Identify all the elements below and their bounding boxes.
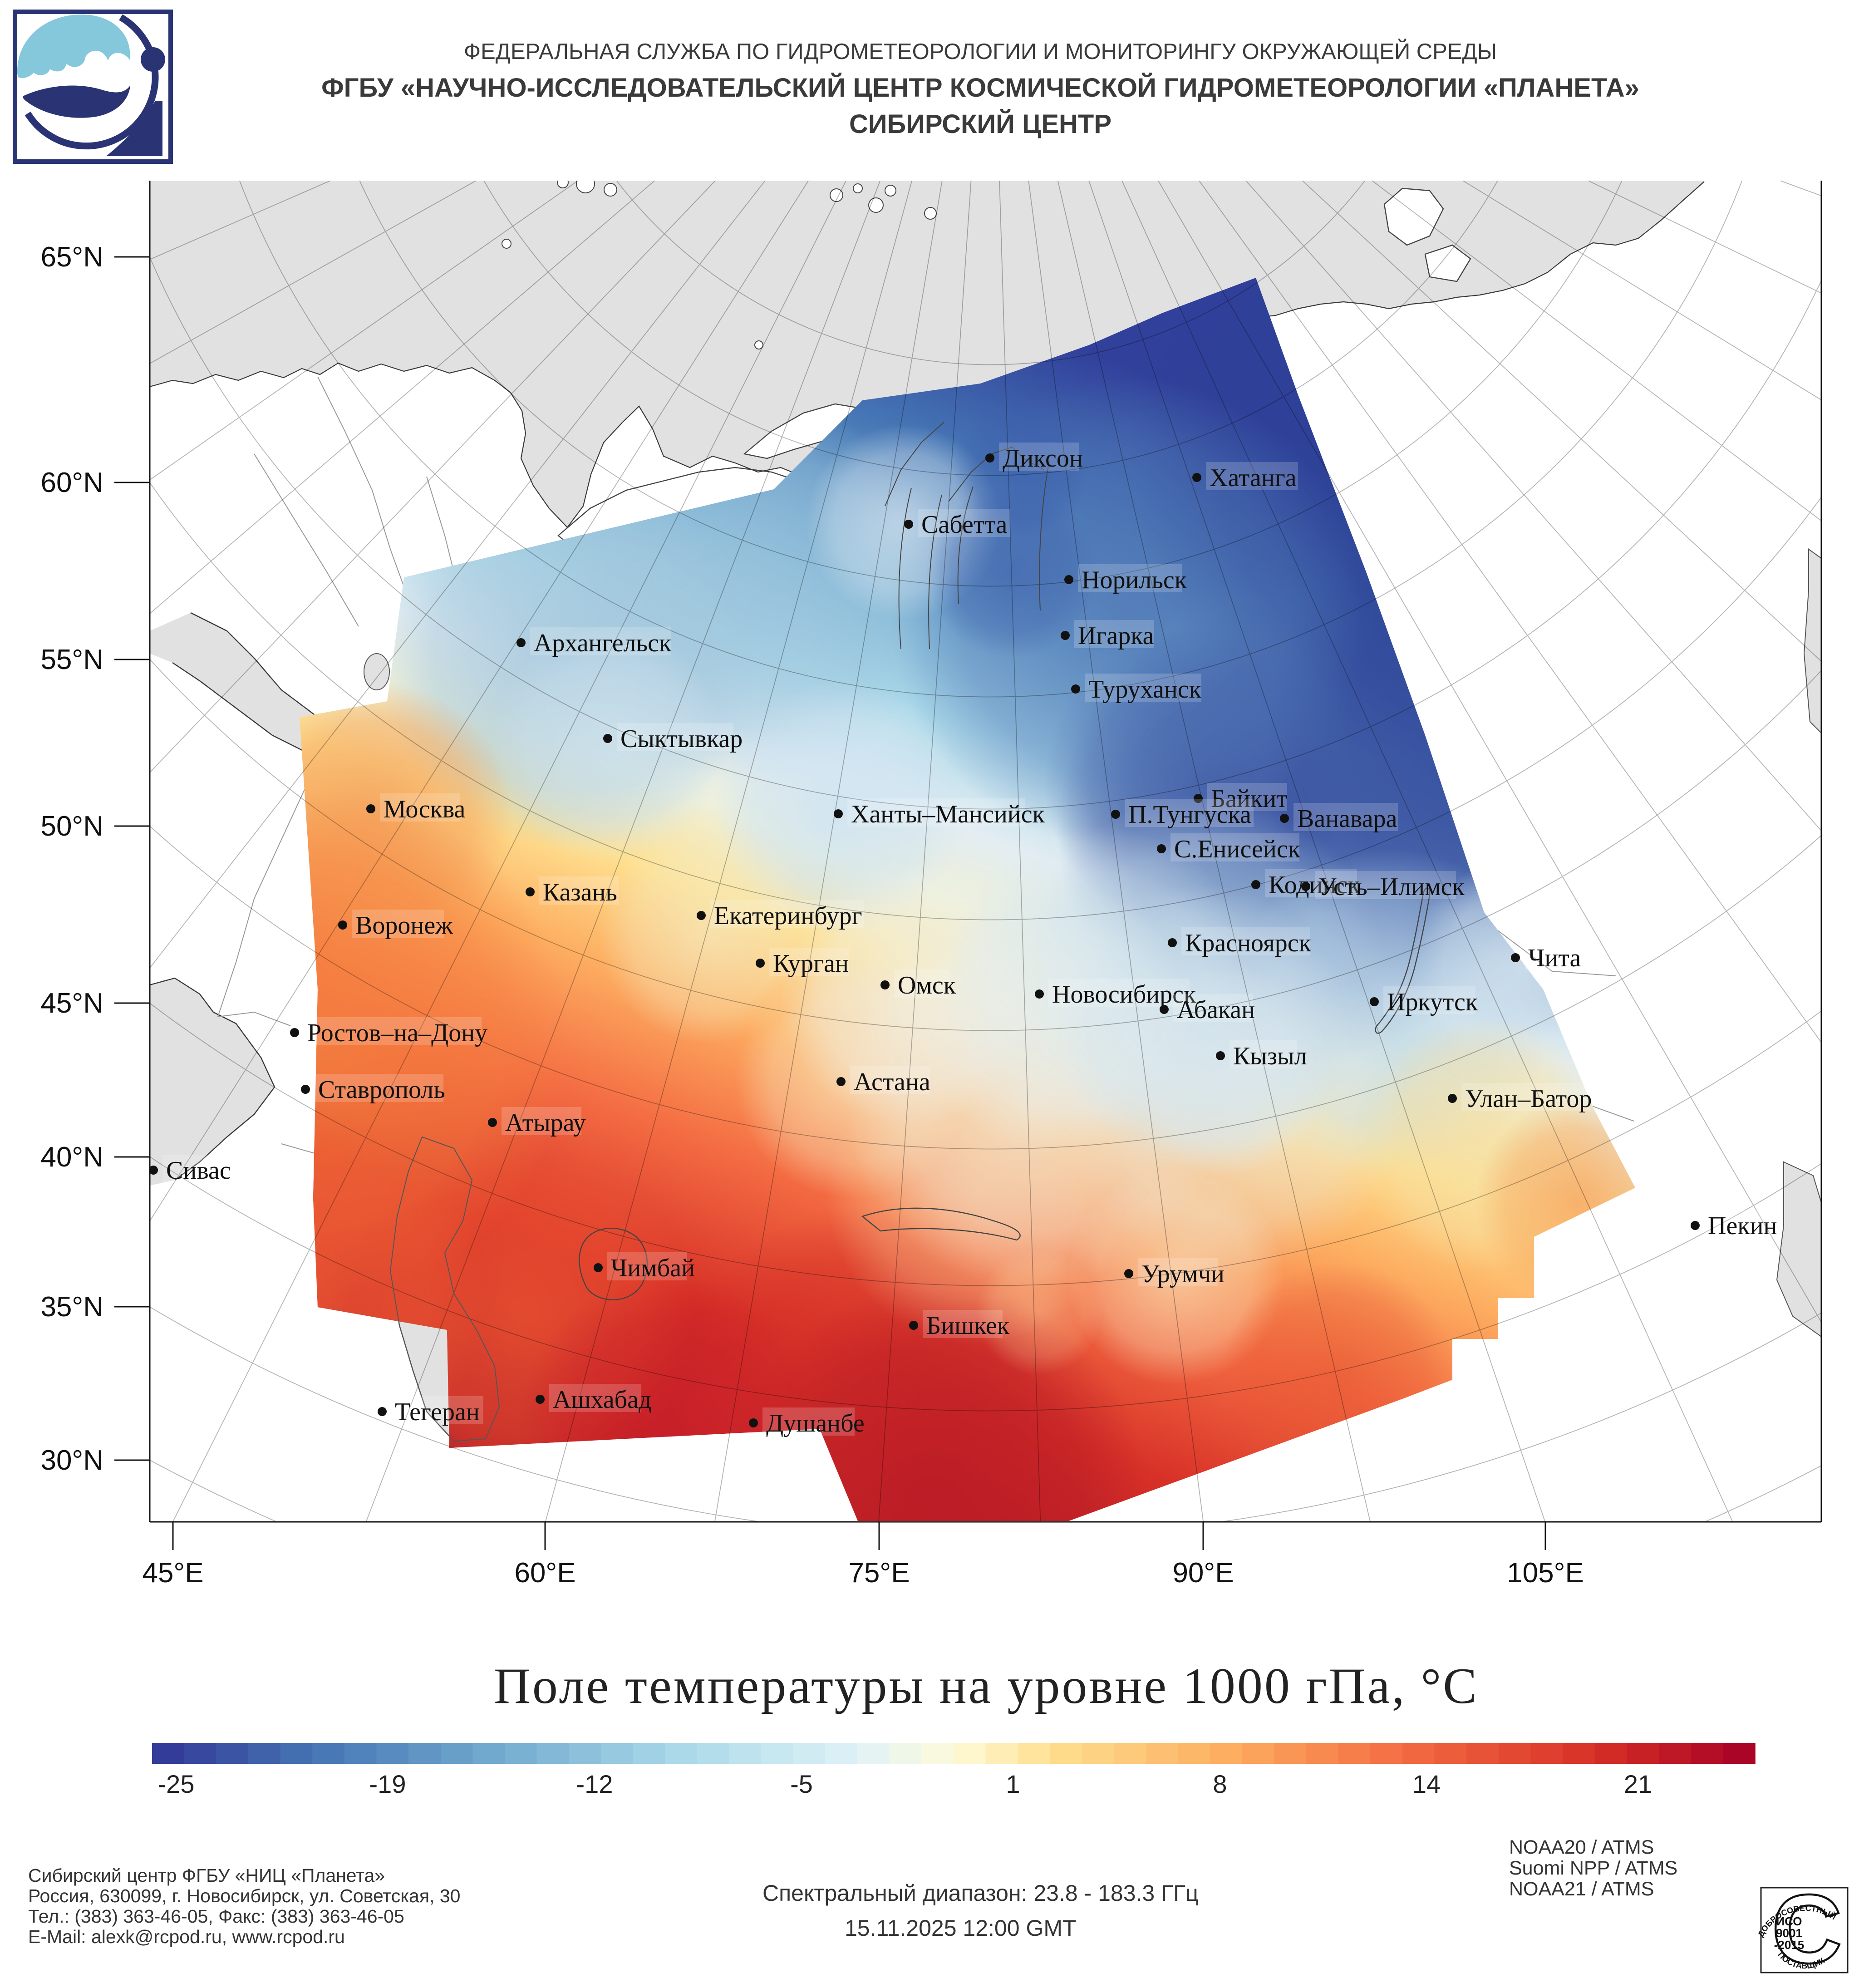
svg-text:50°N: 50°N <box>40 811 103 842</box>
svg-text:Бишкек: Бишкек <box>926 1312 1010 1340</box>
svg-text:Казань: Казань <box>543 878 617 906</box>
svg-text:65°N: 65°N <box>40 241 103 273</box>
svg-text:Душанбе: Душанбе <box>766 1409 865 1437</box>
svg-text:Туруханск: Туруханск <box>1088 675 1202 704</box>
svg-text:Ростов–на–Дону: Ростов–на–Дону <box>307 1019 487 1047</box>
svg-text:1: 1 <box>1006 1770 1020 1798</box>
svg-text:Курган: Курган <box>773 950 849 978</box>
svg-text:45°N: 45°N <box>40 988 103 1019</box>
svg-text:Хатанга: Хатанга <box>1210 464 1297 492</box>
svg-text:Атырау: Атырау <box>505 1109 586 1137</box>
svg-text:Астана: Астана <box>854 1068 930 1096</box>
svg-text:-12: -12 <box>576 1770 613 1798</box>
svg-text:60°E: 60°E <box>514 1557 575 1589</box>
svg-text:С.Енисейск: С.Енисейск <box>1174 835 1301 863</box>
svg-text:Омск: Омск <box>898 971 956 999</box>
svg-text:45°E: 45°E <box>142 1557 203 1589</box>
svg-text:Абакан: Абакан <box>1177 996 1255 1024</box>
svg-text:-5: -5 <box>790 1770 813 1798</box>
svg-text:Ашхабад: Ашхабад <box>553 1386 652 1414</box>
svg-text:Кызыл: Кызыл <box>1233 1042 1307 1070</box>
svg-text:21: 21 <box>1624 1770 1652 1798</box>
svg-text:Иркутск: Иркутск <box>1387 988 1478 1016</box>
svg-text:-19: -19 <box>369 1770 406 1798</box>
svg-text:Чимбай: Чимбай <box>611 1254 695 1282</box>
svg-text:90°E: 90°E <box>1172 1557 1234 1589</box>
svg-text:Екатеринбург: Екатеринбург <box>714 902 862 930</box>
svg-text:9001: 9001 <box>1776 1926 1802 1940</box>
svg-text:Москва: Москва <box>384 795 466 823</box>
svg-text:30°N: 30°N <box>40 1445 103 1476</box>
svg-text:Поле температуры на уровне 100: Поле температуры на уровне 1000 гПа, °C <box>494 1658 1479 1714</box>
svg-text:-25: -25 <box>158 1770 195 1798</box>
svg-text:Урумчи: Урумчи <box>1141 1260 1225 1288</box>
svg-text:60°N: 60°N <box>40 467 103 498</box>
svg-text:Архангельск: Архангельск <box>534 629 672 657</box>
svg-text:Норильск: Норильск <box>1082 566 1187 594</box>
svg-text:Диксон: Диксон <box>1003 444 1083 472</box>
svg-text:Ставрополь: Ставрополь <box>318 1076 445 1104</box>
svg-text:Сабетта: Сабетта <box>921 511 1007 539</box>
svg-text:ИСО: ИСО <box>1776 1914 1802 1928</box>
svg-text:Тегеран: Тегеран <box>395 1398 480 1426</box>
svg-text:Кодинск: Кодинск <box>1269 871 1360 899</box>
svg-text:-2015: -2015 <box>1774 1938 1805 1952</box>
svg-text:14: 14 <box>1412 1770 1441 1798</box>
svg-text:Пекин: Пекин <box>1708 1212 1777 1240</box>
svg-text:Улан–Батор: Улан–Батор <box>1465 1085 1592 1113</box>
svg-text:C: C <box>1771 1884 1842 1983</box>
svg-text:Байкит: Байкит <box>1211 785 1288 813</box>
svg-text:Ванавара: Ванавара <box>1297 805 1397 833</box>
svg-text:55°N: 55°N <box>40 644 103 675</box>
svg-text:Чита: Чита <box>1528 944 1581 972</box>
svg-text:8: 8 <box>1213 1770 1227 1798</box>
svg-text:Сивас: Сивас <box>166 1156 231 1185</box>
svg-text:Воронеж: Воронеж <box>355 911 453 940</box>
svg-text:40°N: 40°N <box>40 1142 103 1173</box>
svg-text:Новосибирск: Новосибирск <box>1052 980 1196 1009</box>
svg-text:105°E: 105°E <box>1507 1557 1584 1589</box>
svg-text:35°N: 35°N <box>40 1291 103 1323</box>
svg-text:П.Тунгуска: П.Тунгуска <box>1128 801 1251 829</box>
svg-text:Сыктывкар: Сыктывкар <box>620 725 743 753</box>
svg-text:Ханты–Мансийск: Ханты–Мансийск <box>851 800 1045 828</box>
svg-text:Усть–Илимск: Усть–Илимск <box>1318 873 1465 901</box>
svg-text:Красноярск: Красноярск <box>1185 929 1312 957</box>
svg-text:Игарка: Игарка <box>1078 622 1154 650</box>
svg-text:75°E: 75°E <box>848 1557 910 1589</box>
